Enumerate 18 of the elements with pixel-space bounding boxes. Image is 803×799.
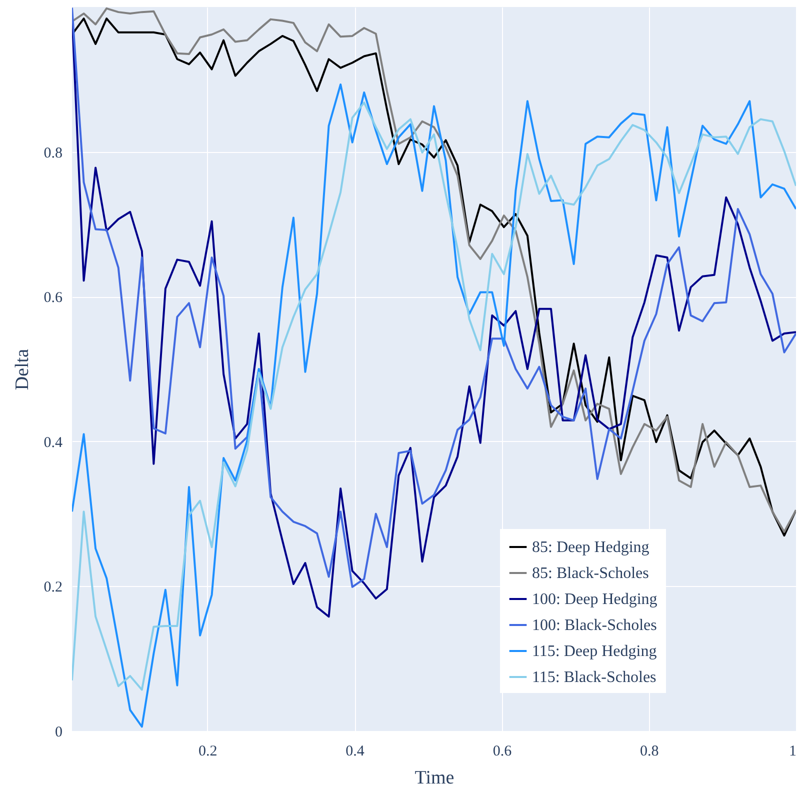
- x-tick-label: 0.6: [492, 744, 512, 760]
- y-axis-title: Delta: [12, 348, 33, 390]
- legend-label: 115: Deep Hedging: [532, 643, 657, 660]
- x-tick-label: 0.8: [640, 744, 659, 760]
- x-tick-label: 1: [789, 744, 796, 760]
- x-tick-label: 0.4: [346, 744, 365, 760]
- y-tick-label: 0.4: [44, 434, 63, 451]
- y-tick-label: 0.2: [44, 580, 62, 596]
- legend-label: 115: Black-Scholes: [532, 669, 656, 686]
- legend-label: 85: Deep Hedging: [532, 539, 650, 556]
- y-tick-label: 0.6: [44, 290, 63, 306]
- x-axis-title: Time: [414, 768, 454, 788]
- legend-label: 100: Black-Scholes: [532, 617, 657, 634]
- x-tick-label: 0.2: [198, 744, 218, 760]
- y-tick-label: 0: [55, 724, 62, 740]
- legend-label: 100: Deep Hedging: [532, 591, 658, 608]
- legend-label: 85: Black-Scholes: [532, 565, 649, 582]
- y-tick-label: 0.8: [44, 145, 62, 162]
